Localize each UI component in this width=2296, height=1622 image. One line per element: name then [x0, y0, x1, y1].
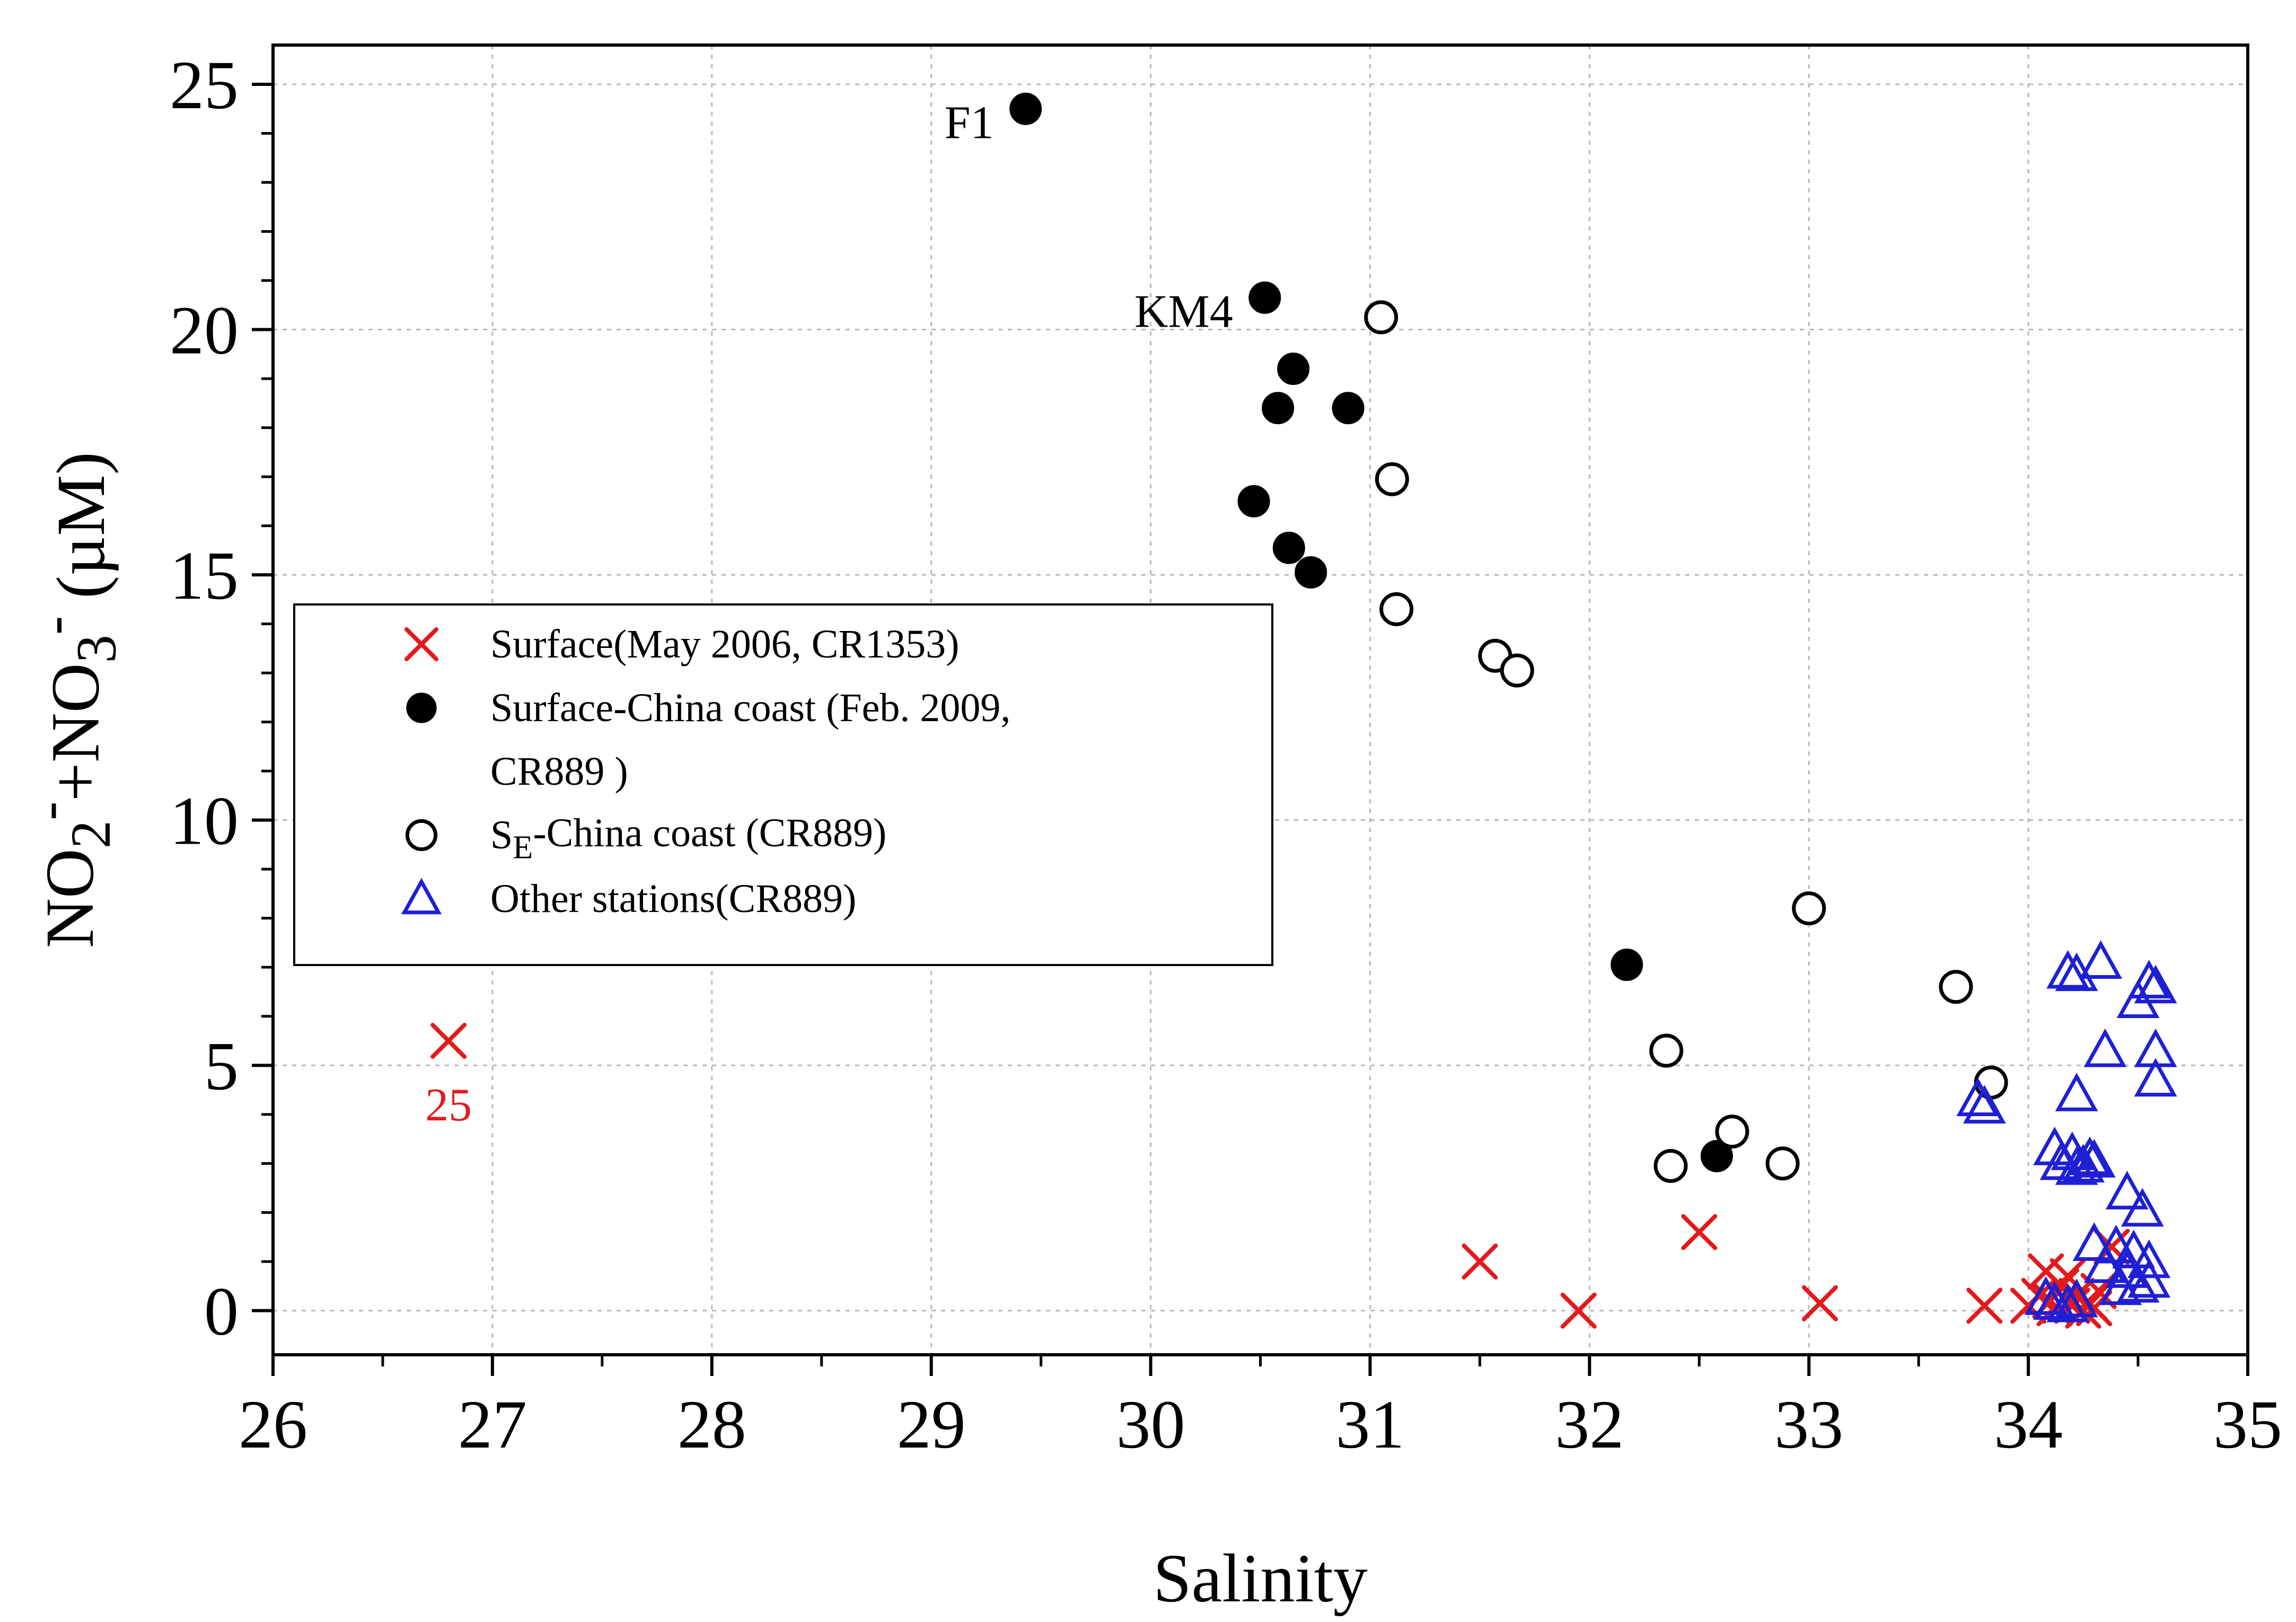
data-point [1462, 1243, 1498, 1280]
data-point [2062, 1144, 2105, 1182]
legend-marker [404, 627, 438, 661]
axis-tick-labels: 26 27 28 29 30 31 32 33 34 35 0 5 10 15 20 25 [170, 47, 2282, 1463]
x-tick-label: 27 [458, 1387, 527, 1463]
data-point [1765, 1146, 1800, 1181]
data-point [1332, 392, 1365, 425]
legend-marker [405, 819, 438, 852]
data-point [1500, 653, 1534, 688]
x-tick-label: 33 [1774, 1387, 1843, 1463]
data-point [2033, 1281, 2077, 1320]
data-point [1364, 300, 1398, 335]
annotation-label: 25 [425, 1080, 472, 1131]
data-point [2134, 965, 2177, 1004]
x-tick-label: 28 [678, 1387, 746, 1463]
data-point [2055, 1278, 2098, 1318]
x-tick-label: 30 [1116, 1387, 1185, 1463]
data-point [1295, 556, 1327, 589]
x-tick-label: 31 [1335, 1387, 1404, 1463]
data-points [430, 92, 2177, 1329]
data-point [1649, 1033, 1684, 1068]
legend-marker [406, 692, 437, 723]
data-point [1700, 1139, 1733, 1172]
data-point [2083, 1244, 2127, 1283]
data-point [2127, 960, 2171, 999]
y-tick-label: 15 [170, 538, 239, 614]
data-point [2134, 1058, 2177, 1097]
data-point [2024, 1276, 2068, 1315]
data-point [430, 1022, 467, 1059]
data-point [1560, 1292, 1597, 1329]
legend-label: Surface(May 2006, CR1353) [490, 622, 959, 667]
data-point [1009, 92, 1042, 125]
data-point [1379, 592, 1414, 626]
data-point [1801, 1285, 1838, 1321]
x-tick-label: 35 [2213, 1387, 2282, 1463]
point-annotations: F1 KM4 25 [425, 97, 1233, 1131]
x-tick-label: 29 [897, 1387, 966, 1463]
data-point [2072, 1138, 2116, 1178]
legend-box [293, 603, 1273, 966]
series-4 [1956, 940, 2177, 1322]
data-point [1681, 1214, 1718, 1250]
y-tick-label: 0 [204, 1274, 239, 1350]
data-point [1956, 1077, 2000, 1117]
data-point [1966, 1287, 2003, 1324]
y-tick-label: 10 [170, 783, 239, 860]
data-point [2083, 1028, 2127, 1067]
data-point [2099, 1266, 2142, 1305]
y-tick-label: 20 [170, 293, 239, 369]
legend-item: SE-China coast (CR889) [405, 811, 886, 866]
data-point [2079, 940, 2123, 979]
legend-item: Surface-China coast (Feb. 2009, CR889 ) [406, 686, 1010, 794]
data-point [1375, 462, 1409, 496]
data-point [1715, 1115, 1749, 1149]
y-tick-label: 5 [204, 1028, 239, 1104]
data-point [1611, 949, 1643, 981]
legend-marker [401, 878, 442, 915]
data-point [1939, 970, 1973, 1004]
data-point [1653, 1148, 1688, 1183]
data-point [2046, 950, 2090, 989]
data-point [2121, 1188, 2164, 1227]
legend-label: Other stations(CR889) [490, 876, 856, 921]
x-tick-label: 26 [239, 1387, 307, 1463]
legend-label: CR889 ) [490, 749, 628, 794]
data-point [2127, 1259, 2171, 1298]
data-point [2072, 1222, 2116, 1261]
legend: Surface(May 2006, CR1353) Surface-China c… [293, 603, 1273, 966]
data-point [1262, 392, 1295, 425]
x-axis-title: Salinity [1153, 1540, 1367, 1617]
data-point [2116, 979, 2160, 1019]
data-point [2055, 1146, 2098, 1185]
legend-item: Surface(May 2006, CR1353) [404, 622, 959, 667]
data-point [1792, 891, 1826, 926]
annotation-label: F1 [945, 97, 994, 148]
legend-label: SE-China coast (CR889) [490, 811, 886, 866]
data-point [2105, 1171, 2149, 1209]
x-tick-label: 32 [1555, 1387, 1624, 1463]
axis-ticks [252, 83, 2249, 1376]
legend-item: Other stations(CR889) [401, 876, 856, 921]
y-tick-label: 25 [170, 47, 239, 124]
y-axis-title: NO2-+NO3- (µM) [17, 452, 128, 948]
data-point [1963, 1085, 2006, 1124]
x-tick-label: 34 [1994, 1387, 2063, 1463]
gridlines [273, 45, 2248, 1355]
data-point [2127, 1239, 2171, 1278]
data-point [1277, 353, 1310, 385]
series-2 [1009, 92, 1733, 1172]
data-point [1248, 281, 1281, 314]
data-point [2055, 1072, 2098, 1111]
data-point [2046, 1283, 2090, 1322]
annotation-label: KM4 [1134, 286, 1233, 337]
legend-label: Surface-China coast (Feb. 2009, [490, 686, 1010, 730]
data-point [1237, 485, 1270, 518]
data-point [1272, 531, 1305, 564]
